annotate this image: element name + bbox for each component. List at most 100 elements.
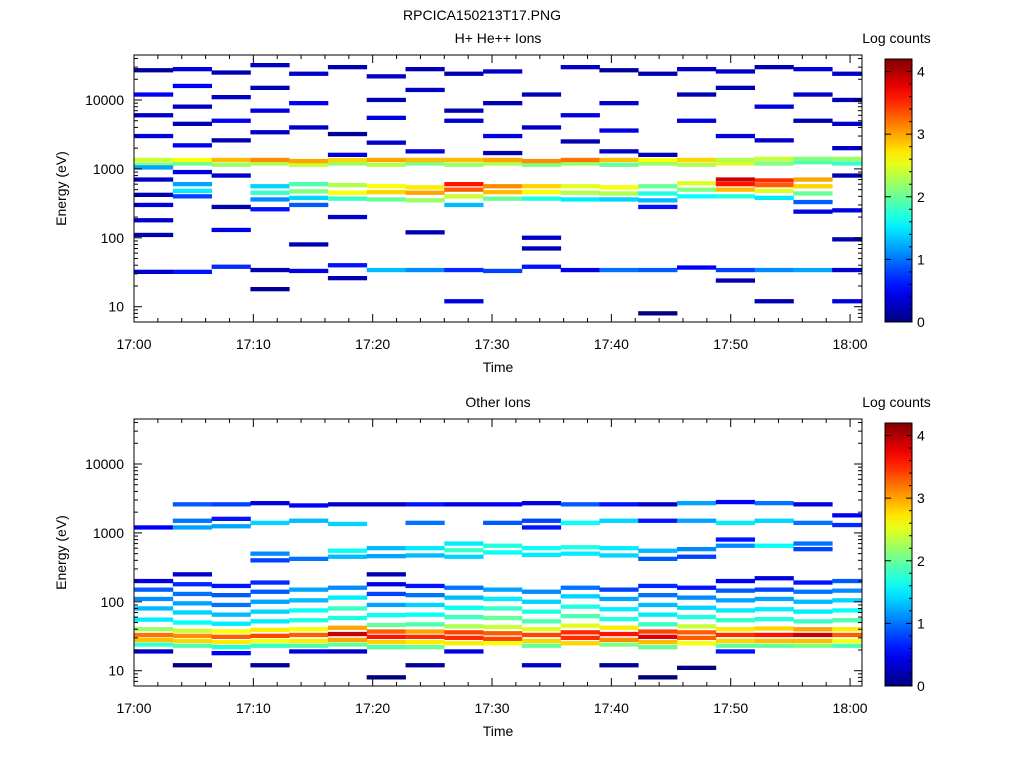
y-tick-label: 1000 (93, 161, 124, 177)
heatmap-cell (638, 629, 678, 634)
heatmap-cell (211, 70, 251, 75)
heatmap-cell (521, 619, 562, 624)
x-tick-label: 18:00 (833, 336, 868, 352)
heatmap-cell (599, 157, 639, 163)
x-axis-label: Time (483, 359, 514, 375)
heatmap-cell (289, 182, 329, 187)
heatmap-cell (793, 619, 833, 624)
heatmap-cell (327, 548, 368, 553)
heatmap-cell (599, 502, 639, 507)
heatmap-cell (327, 65, 368, 70)
heatmap-cell (250, 663, 290, 668)
heatmap-cell (250, 130, 290, 135)
heatmap-cell (832, 156, 862, 161)
heatmap-cell (366, 582, 406, 587)
heatmap-cell (793, 184, 833, 189)
heatmap-cells (134, 499, 862, 680)
heatmap-cell (793, 267, 833, 273)
colorbar-tick-label: 0 (917, 314, 925, 330)
heatmap-cell (715, 578, 755, 584)
heatmap-cell (560, 630, 600, 635)
heatmap-cell (211, 602, 251, 608)
heatmap-cell (250, 207, 290, 212)
heatmap-cell (211, 264, 251, 269)
heatmap-cell (638, 622, 678, 627)
heatmap-cell (366, 602, 406, 608)
heatmap-cell (211, 227, 251, 233)
heatmap-cell (715, 618, 755, 623)
heatmap-cell (444, 202, 484, 208)
heatmap-cell (289, 202, 329, 208)
heatmap-cell (754, 156, 794, 161)
heatmap-cell (521, 638, 562, 644)
heatmap-cell (211, 621, 251, 626)
heatmap-cell (327, 502, 368, 507)
heatmap-cell (366, 546, 406, 551)
heatmap-cell (211, 629, 251, 634)
heatmap-cell (405, 629, 445, 634)
heatmap-cell (715, 649, 755, 654)
heatmap-cell (521, 518, 562, 523)
colorbar (884, 58, 913, 323)
heatmap-cell (715, 133, 755, 139)
heatmap-cell (172, 610, 212, 615)
heatmap-cell (444, 595, 484, 600)
heatmap-cell (793, 92, 833, 97)
heatmap-cell (715, 608, 755, 613)
heatmap-cell (405, 663, 445, 668)
heatmap-cell (483, 133, 523, 139)
heatmap-cell (172, 525, 212, 530)
heatmap-cell (677, 92, 717, 97)
heatmap-cell (172, 104, 212, 109)
heatmap-cell (444, 108, 484, 113)
heatmap-cell (366, 613, 406, 618)
heatmap-cell (832, 146, 862, 151)
colorbar (884, 422, 913, 687)
heatmap-cell (483, 606, 523, 611)
x-tick-label: 17:40 (594, 700, 629, 716)
heatmap-cell (483, 636, 523, 641)
heatmap-cell (444, 267, 484, 273)
heatmap-cell (521, 235, 562, 240)
heatmap-cell (172, 633, 212, 638)
heatmap-cell (560, 267, 600, 273)
heatmap-cell (754, 299, 794, 304)
heatmap-cell (715, 278, 755, 283)
heatmap-cell (677, 630, 717, 635)
heatmap-cell (677, 665, 717, 670)
heatmap-cell (560, 197, 600, 202)
heatmap-cell (638, 198, 678, 203)
heatmap-cell (134, 177, 174, 182)
heatmap-cell (366, 591, 406, 597)
heatmap-cell (366, 554, 406, 559)
heatmap-cell (289, 101, 329, 106)
heatmap-cell (677, 162, 717, 167)
heatmap-cell (599, 596, 639, 602)
heatmap-cell (134, 627, 174, 632)
heatmap-cell (134, 578, 174, 584)
heatmap-cell (599, 267, 639, 273)
heatmap-cell (754, 183, 794, 188)
heatmap-cell (638, 161, 678, 166)
heatmap-cell (483, 184, 523, 189)
heatmap-cell (289, 242, 329, 247)
heatmap-cell (715, 69, 755, 74)
heatmap-cell (134, 596, 174, 602)
heatmap-cell (444, 194, 484, 199)
heatmap-cell (327, 190, 368, 195)
heatmap-cell (793, 160, 833, 165)
heatmap-cell (599, 128, 639, 133)
x-tick-label: 17:00 (116, 336, 151, 352)
y-tick-label: 100 (101, 230, 125, 246)
plot-frame (133, 54, 863, 323)
heatmap-cell (405, 67, 445, 72)
heatmap-cell (405, 622, 445, 627)
heatmap-cell (289, 503, 329, 508)
heatmap-cell (832, 97, 862, 103)
heatmap-cell (134, 165, 174, 170)
heatmap-cell (715, 537, 755, 542)
heatmap-cell (715, 187, 755, 192)
heatmap-cell (211, 612, 251, 617)
heatmap-cell (250, 638, 290, 644)
heatmap-cell (638, 556, 678, 561)
